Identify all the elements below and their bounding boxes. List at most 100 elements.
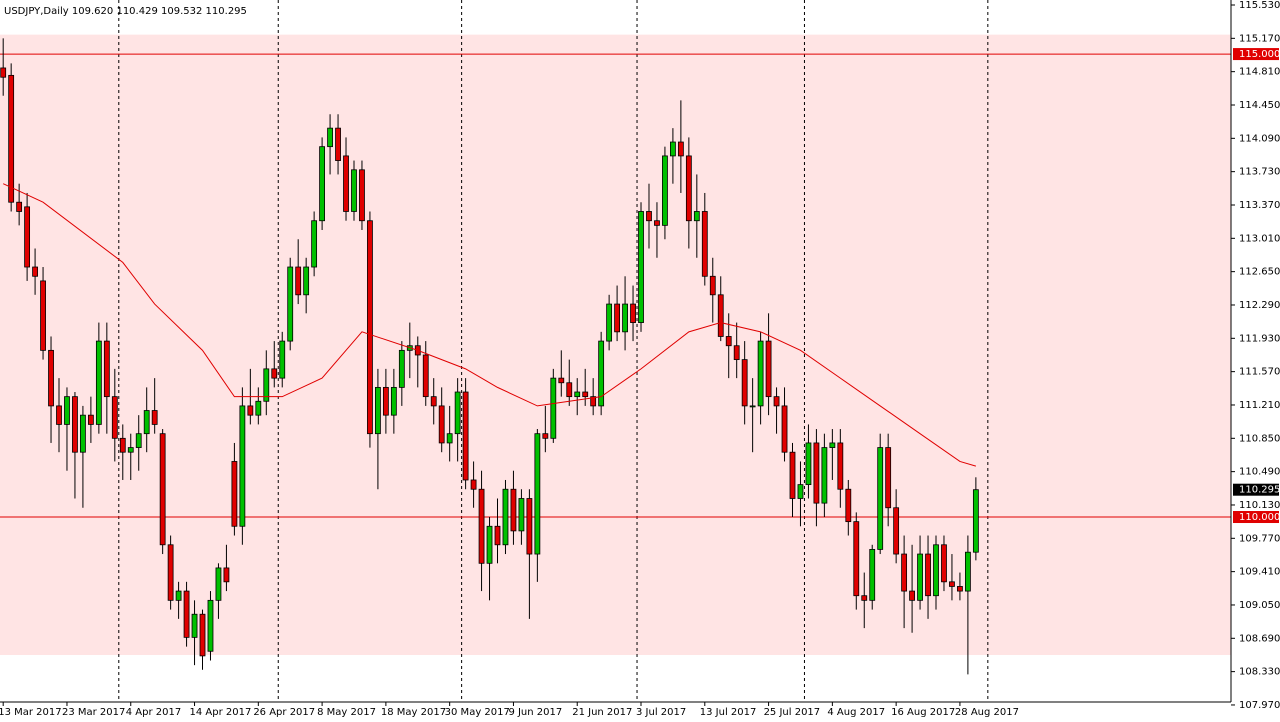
candle-body [542,433,549,439]
x-tick-label: 21 Jun 2017 [572,707,632,718]
y-tick-label: 114.090 [1239,133,1280,144]
candle-body [135,433,142,448]
candle-body [239,405,246,527]
candle-body [462,391,469,481]
candle-body [56,405,62,425]
candle-body [877,447,884,550]
candle-body [972,489,979,553]
y-tick-label: 113.010 [1239,233,1280,244]
open-label: 109.620 [72,6,113,17]
x-tick-label: 4 Apr 2017 [126,707,181,718]
x-tick-label: 4 Aug 2017 [827,707,885,718]
candle-body [598,340,605,407]
candle-body [311,220,318,268]
candle-body [454,391,461,435]
x-tick-label: 26 Apr 2017 [253,707,315,718]
candle-body [502,488,509,546]
y-tick-label: 115.170 [1239,33,1280,44]
candle-body [733,345,740,361]
y-tick-label: 111.570 [1239,367,1280,378]
candle-body [494,525,501,546]
candle-body [398,349,405,388]
candle-body [151,410,158,425]
candle-body [805,442,812,486]
candle-body [247,405,254,416]
x-tick-label: 3 Jul 2017 [636,707,686,718]
candle-body [518,498,525,532]
range-zone [0,34,1231,655]
candle-body [127,447,134,453]
candle-body [223,567,230,583]
candle-body [829,442,836,448]
x-tick-label: 18 May 2017 [381,707,446,718]
x-tick-label: 13 Jul 2017 [700,707,757,718]
candle-body [717,294,724,337]
x-tick-label: 25 Jul 2017 [764,707,821,718]
candle-body [80,414,86,453]
candle-body [853,521,860,597]
candle-body [789,451,796,499]
y-tick-label: 108.330 [1239,667,1280,678]
candle-body [335,127,341,161]
y-tick-label: 113.730 [1239,167,1280,178]
candle-body [845,488,852,523]
level-label-box [1233,511,1279,524]
candle-body [279,340,286,379]
candle-body [941,544,947,583]
candle-body [351,169,357,212]
candle-body [725,336,732,347]
low-label: 109.532 [161,6,202,17]
candle-body [614,303,620,333]
y-tick-label: 108.690 [1239,633,1280,644]
candle-body [199,613,206,657]
candle-body [16,201,23,212]
x-tick-label: 14 Apr 2017 [190,707,252,718]
candle-body [741,359,748,407]
candle-body [87,414,94,425]
candle-body [287,266,294,342]
candle-body [933,544,939,597]
chart-header: USDJPY,Daily 109.620 110.429 109.532 110… [4,6,247,17]
candle-body [438,405,445,444]
y-tick-label: 113.370 [1239,200,1280,211]
candle-body [693,211,700,222]
candle-body [111,396,118,439]
candle-body [550,377,557,439]
y-tick-label: 110.850 [1239,433,1280,444]
candle-body [654,220,660,226]
candle-body [510,488,517,532]
candle-body [8,74,15,203]
candle-body [837,442,844,490]
y-tick-label: 112.650 [1239,267,1280,278]
candle-body [343,155,349,212]
candle-body [143,410,150,435]
candle-body [781,405,788,453]
candle-body [303,266,310,296]
level-label-box [1233,48,1279,61]
high-label: 110.429 [116,6,157,17]
y-tick-label: 109.050 [1239,600,1280,611]
candle-body [95,340,102,425]
candle-body [925,553,931,597]
candle-body [0,67,7,78]
candle-body [749,405,756,408]
candle-body [382,386,389,416]
candle-body [72,396,78,453]
close-label: 110.295 [206,6,247,17]
candle-body [709,275,716,296]
candle-body [893,507,900,555]
candle-body [255,400,262,416]
candle-body [662,155,668,226]
candle-body [231,461,238,527]
x-tick-label: 8 May 2017 [317,707,376,718]
candle-body [757,340,764,407]
candle-body [263,368,270,402]
candle-body [765,340,772,398]
last-price-label: 110.295 [1239,485,1280,496]
candle-body [327,127,333,148]
candle-body [957,586,963,592]
candle-body [861,595,868,601]
candle-body [964,551,971,592]
